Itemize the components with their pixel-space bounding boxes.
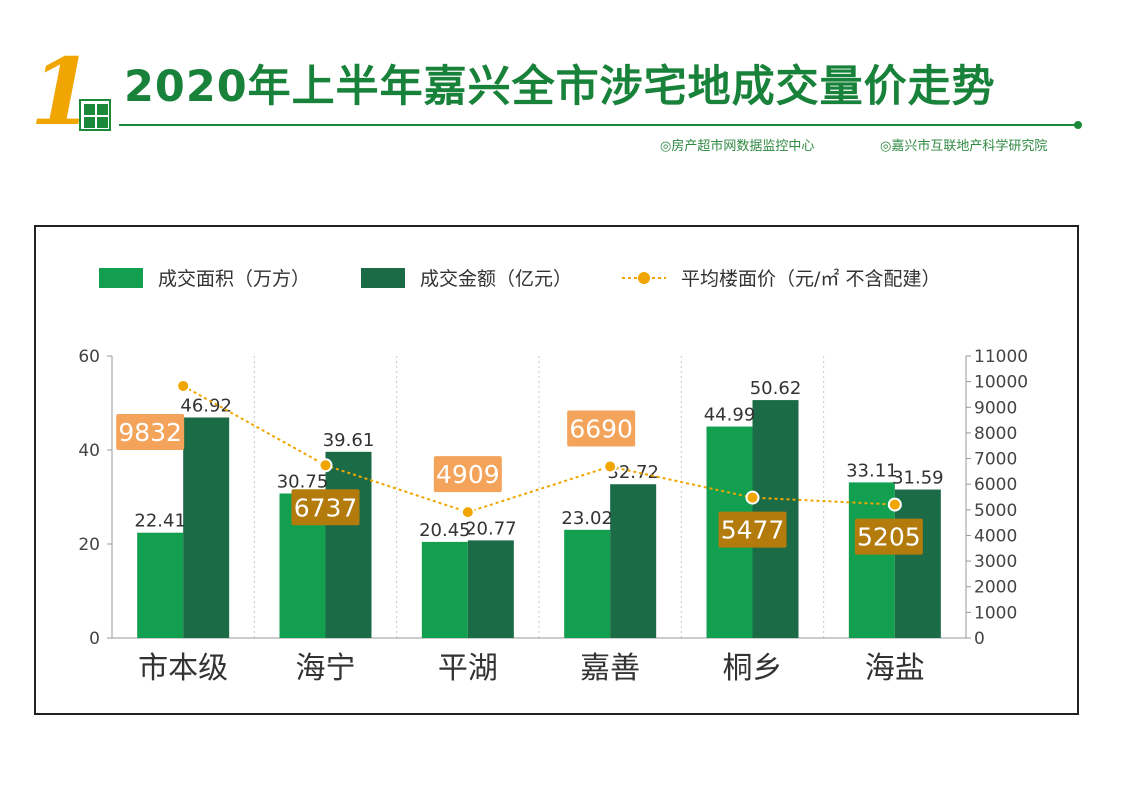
y-right-tick-label: 9000 [974, 398, 1017, 418]
legend-label-area: 成交面积（万方） [158, 268, 310, 290]
price-label: 5477 [721, 516, 785, 545]
title-divider [119, 124, 1077, 126]
bar-area-label: 22.41 [134, 511, 186, 532]
bar-area [421, 541, 468, 638]
price-label: 6737 [294, 493, 358, 522]
price-line [182, 385, 895, 514]
x-tick-label: 市本级 [138, 651, 228, 686]
bar-amount-label: 39.61 [323, 430, 375, 451]
source-left: ◎房产超市网数据监控中心 [660, 139, 815, 154]
price-marker [887, 497, 902, 512]
price-marker [745, 490, 760, 505]
bar-area [564, 529, 611, 638]
bar-amount [325, 451, 372, 638]
bar-amount-label: 32.72 [607, 462, 659, 483]
chart-svg: 0 20 40 60 0 1000 2000 3000 4000 5000 6000 7000 8000… [78, 267, 1028, 686]
bar-area [137, 532, 184, 638]
price-label-box [116, 413, 185, 450]
divider-dot [1074, 121, 1082, 129]
y-left-tick-label: 60 [78, 347, 100, 367]
y-right-tick-label: 7000 [974, 450, 1017, 470]
x-tick-label: 桐乡 [723, 651, 783, 686]
price-label-box [433, 456, 502, 493]
bar-area-label: 30.75 [277, 471, 329, 492]
y-right-tick-label: 8000 [974, 424, 1017, 444]
chart-frame: 0 20 40 60 0 1000 2000 3000 4000 5000 6000 7000 8000… [34, 225, 1079, 715]
price-label: 4909 [436, 460, 500, 489]
bar-amount [610, 484, 657, 638]
y-right-tick-label: 3000 [974, 552, 1017, 572]
price-label-box [854, 518, 923, 555]
y-right-tick-label: 11000 [974, 347, 1028, 367]
legend-swatch-amount [361, 268, 405, 288]
price-marker [603, 459, 618, 474]
logo-icon [79, 99, 111, 131]
y-left-tick-label: 20 [78, 535, 100, 555]
price-marker [460, 505, 475, 520]
price-marker [318, 458, 333, 473]
price-label-box [567, 410, 636, 447]
legend-label-amount: 成交金额（亿元） [420, 268, 572, 290]
page-title: 2020年上半年嘉兴全市涉宅地成交量价走势 [124, 62, 996, 112]
price-marker [176, 378, 191, 393]
price-label-box [718, 511, 787, 548]
bar-amount-label: 31.59 [892, 468, 944, 489]
bar-amount [183, 417, 230, 638]
bar-amount [894, 489, 941, 638]
bar-area-label: 23.02 [561, 508, 613, 529]
y-right-tick-label: 6000 [974, 475, 1017, 495]
bar-amount-label: 20.77 [465, 518, 517, 539]
y-right-tick-label: 1000 [974, 603, 1017, 623]
x-tick-label: 嘉善 [580, 651, 640, 686]
y-left-tick-label: 40 [78, 441, 100, 461]
price-label: 6690 [569, 414, 633, 443]
x-tick-label: 海盐 [865, 651, 925, 686]
bar-amount [467, 540, 514, 638]
y-right-tick-label: 4000 [974, 526, 1017, 546]
x-tick-label: 海宁 [296, 651, 356, 686]
bar-area [848, 482, 895, 638]
x-tick-label: 平湖 [438, 651, 498, 686]
bar-area-label: 33.11 [846, 460, 898, 481]
bar-area-label: 20.45 [419, 520, 471, 541]
price-label-box [291, 489, 360, 526]
y-right-tick-label: 5000 [974, 501, 1017, 521]
price-label: 9832 [118, 418, 182, 447]
bar-amount-label: 50.62 [750, 378, 802, 399]
bar-area-label: 44.99 [704, 405, 756, 426]
legend-swatch-area [99, 268, 143, 288]
y-left-tick-label: 0 [89, 629, 100, 649]
legend-marker-price [638, 272, 650, 284]
y-right-tick-label: 0 [974, 629, 985, 649]
price-label: 5205 [857, 523, 921, 552]
source-right: ◎嘉兴市互联地产科学研究院 [880, 139, 1048, 154]
y-right-tick-label: 2000 [974, 578, 1017, 598]
y-right-tick-label: 10000 [974, 373, 1028, 393]
bar-amount-label: 46.92 [180, 395, 232, 416]
legend-label-price: 平均楼面价（元/㎡ 不含配建） [681, 267, 940, 290]
